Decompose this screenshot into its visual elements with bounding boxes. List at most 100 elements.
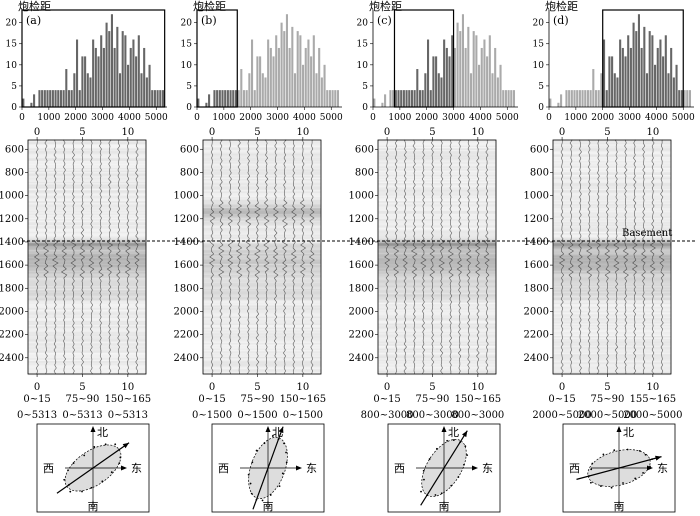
histogram-bar [624,56,627,107]
seismic-top-tick-label: 10 [471,127,484,138]
seismic-band [553,173,671,176]
seismic-band [553,223,671,226]
panel-label: (c) [377,14,392,27]
rose-data-point [434,494,437,496]
seismic-band [203,322,321,324]
histogram-bar [145,77,148,107]
seismic-band [378,167,496,170]
seismic-band [203,227,321,230]
seismic-band [28,283,146,285]
seismic-trace [290,139,297,375]
histogram-bar [251,39,254,107]
seismic-y-tick-label: 1200 [349,214,374,225]
seismic-band [553,248,671,251]
seismic-y-tick-label: 2000 [524,306,549,317]
histogram-bar [59,90,62,107]
seismic-band [28,180,146,183]
seismic-band [28,276,146,278]
histogram-bar [280,22,283,107]
seismic-band [203,265,321,267]
seismic-panel-2: 6008001000120014001600180020002200240000… [349,127,505,421]
histogram-bar [57,90,60,107]
seismic-y-tick-label: 1800 [0,283,24,294]
histogram-bar [413,90,416,107]
seismic-band [203,212,321,214]
seismic-band [553,255,671,258]
rose-data-point [255,449,258,452]
seismic-band [553,262,671,265]
seismic-band [553,234,671,237]
seismic-band [378,260,496,263]
seismic-band [553,341,671,344]
seismic-trace [88,139,95,375]
seismic-trace [106,139,114,375]
seismic-band [28,176,146,178]
seismic-trace [52,139,59,375]
seismic-band [28,181,146,184]
seismic-trace [299,139,307,375]
seismic-band [553,160,671,163]
seismic-trace [586,139,593,375]
seismic-band [28,202,146,205]
seismic-band [378,162,496,164]
histogram-bar [603,39,606,107]
seismic-trace [79,139,86,375]
seismic-band [378,266,496,269]
seismic-band [378,259,496,262]
azimuth-range-label: 150~165 [455,394,502,405]
seismic-band [28,205,146,208]
seismic-band [28,226,146,228]
seismic-band [553,274,671,277]
histogram-x-tick-label: 0 [370,113,376,123]
seismic-band [378,327,496,330]
seismic-band [553,241,671,244]
seismic-band [203,231,321,234]
rose-data-point [283,442,285,445]
seismic-y-tick-label: 2400 [524,353,549,364]
seismic-band [28,244,146,246]
seismic-band [203,255,321,258]
seismic-band [28,340,146,342]
seismic-band [378,178,496,181]
seismic-band [378,338,496,341]
seismic-band [553,338,671,341]
seismic-trace [640,139,647,375]
seismic-band [378,306,496,309]
seismic-band [203,248,321,251]
seismic-band [203,331,321,334]
seismic-band [378,323,496,326]
seismic-band [28,237,146,239]
histogram-bar [43,90,46,107]
seismic-band [553,171,671,174]
histogram-bar [54,90,57,107]
histogram-bar [46,90,49,107]
compass-south-label: 南 [88,500,99,513]
seismic-band [378,324,496,327]
seismic-band [28,185,146,188]
seismic-band [553,141,671,144]
seismic-band [203,191,321,194]
seismic-band [553,153,671,156]
seismic-band [378,337,496,340]
histogram-x-tick-label: 2000 [591,113,614,123]
seismic-trace [604,139,611,375]
seismic-band [378,231,496,234]
seismic-band [553,326,671,328]
seismic-band [378,283,496,285]
seismic-band [378,322,496,324]
seismic-band [378,347,496,349]
seismic-band [28,201,146,203]
seismic-band [203,244,321,246]
seismic-band [553,323,671,326]
seismic-band [203,280,321,283]
histogram-bar [102,47,105,107]
seismic-band [378,148,496,151]
histogram-bar [159,90,162,107]
histogram-bar [293,73,297,107]
seismic-trace [613,139,620,375]
seismic-band [28,222,146,224]
seismic-band [28,169,146,171]
seismic-band [203,176,321,178]
seismic-band [203,151,321,153]
